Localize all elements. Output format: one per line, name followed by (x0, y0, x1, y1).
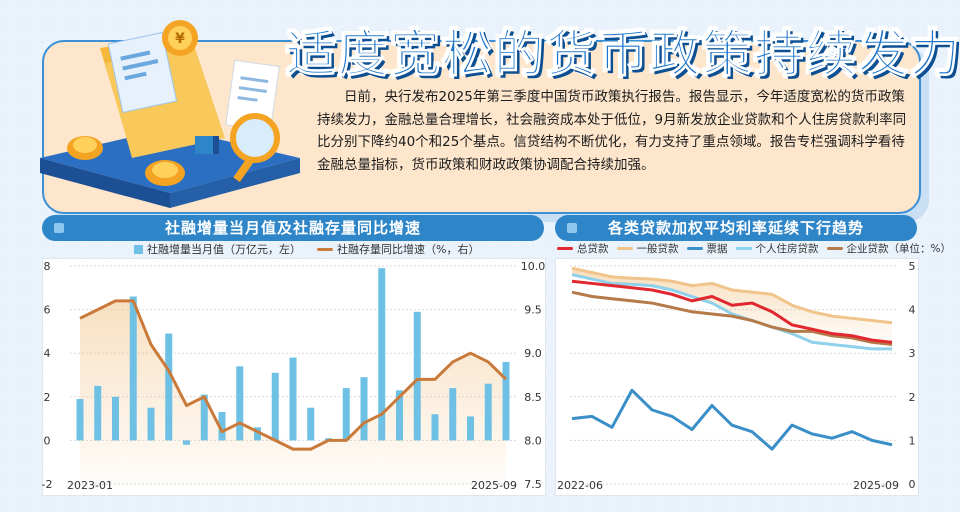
series-line (571, 279, 893, 344)
legend-label: 社融增量当月值（万亿元，左） (147, 243, 301, 256)
right-chart-legend: 总贷款 一般贷款 票据 个人住房贷款 企业贷款（单位：%） (557, 241, 951, 256)
bar (147, 407, 155, 441)
bar (236, 366, 244, 441)
y-right-tick-label: 9.5 (524, 304, 542, 317)
y-right-tick-label: 7.5 (524, 478, 542, 491)
y-right-tick-label: 8.5 (524, 391, 542, 404)
bar (254, 427, 261, 441)
y-right-tick-label: 10.0 (521, 260, 546, 273)
series-line (79, 299, 508, 451)
right-chart-title: 各类贷款加权平均利率延续下行趋势 (555, 215, 917, 241)
bar (94, 385, 102, 441)
y-left-tick-label: 6 (44, 304, 51, 317)
x-start-label: 2023-01 (67, 479, 113, 492)
svg-text:¥: ¥ (175, 31, 185, 47)
coin-icon: ¥ (67, 20, 198, 186)
bar (200, 394, 208, 441)
y-tick-label: 0 (909, 478, 916, 491)
line-swatch (735, 247, 752, 250)
y-right-tick-label: 8.0 (524, 434, 542, 447)
line-swatch (317, 247, 333, 251)
legend-label: 总贷款 (577, 243, 609, 255)
legend-label: 企业贷款（单位：%） (846, 243, 951, 255)
y-right-tick-label: 9.0 (524, 347, 542, 360)
y-left-tick-label: -2 (42, 478, 53, 491)
page-title: 适度宽松的货币政策持续发力 (286, 25, 960, 84)
y-left-tick-label: 2 (44, 391, 51, 404)
line-swatch (826, 247, 843, 250)
bar (342, 388, 350, 441)
series-line (571, 266, 893, 325)
x-end-label: 2025-09 (471, 479, 517, 492)
legend-item-general: 一般贷款 (616, 241, 679, 256)
bar (378, 268, 386, 441)
line-swatch (686, 247, 703, 250)
legend-label: 一般贷款 (636, 243, 679, 255)
hero-illustration: ¥ (40, 20, 300, 208)
left-chart-legend: 社融增量当月值（万亿元，左） 社融存量同比增速（%，右） (134, 241, 479, 257)
bar (467, 416, 474, 441)
bar (502, 361, 510, 441)
series-line (571, 273, 892, 351)
intro-paragraph: 日前，央行发布2025年第三季度中国货币政策执行报告。报告显示，今年适度宽松的货… (317, 89, 907, 173)
legend-item-bills: 票据 (686, 241, 728, 256)
legend-item-line: 社融存量同比增速（%，右） (317, 241, 479, 257)
bar (449, 388, 457, 441)
bar (165, 333, 173, 441)
receipt-icon (225, 59, 280, 132)
document-icon (107, 31, 178, 114)
left-chart-title: 社融增量当月值及社融存量同比增速 (42, 215, 544, 241)
bar (129, 296, 137, 441)
legend-label: 社融存量同比增速（%，右） (337, 243, 480, 256)
legend-item-total: 总贷款 (557, 241, 609, 256)
y-left-tick-label: 4 (44, 347, 51, 360)
x-start-label: 2022-06 (557, 479, 603, 492)
bar (218, 412, 226, 441)
bar (396, 390, 403, 441)
y-tick-label: 1 (909, 434, 916, 447)
bar (112, 396, 119, 441)
line-swatch (557, 247, 573, 250)
x-end-label: 2025-09 (853, 479, 899, 492)
magnifier-icon (230, 113, 280, 182)
bar-swatch (134, 244, 143, 254)
legend-label: 个人住房贷款 (755, 243, 819, 255)
bar (289, 357, 297, 441)
y-left-tick-label: 8 (44, 260, 51, 273)
y-tick-label: 5 (909, 260, 916, 273)
line-swatch (616, 247, 633, 250)
y-tick-label: 4 (909, 304, 916, 317)
legend-label: 票据 (706, 243, 728, 255)
bar (76, 398, 84, 441)
bar (271, 372, 279, 441)
bar (183, 440, 190, 445)
legend-item-corporate: 企业贷款（单位：%） (826, 241, 951, 256)
series-line (571, 290, 893, 346)
series-line (571, 388, 893, 451)
bar (307, 407, 315, 441)
y-left-tick-label: 0 (44, 434, 51, 447)
bar (431, 414, 439, 441)
bar (413, 311, 421, 441)
bar (360, 377, 368, 441)
legend-item-bars: 社融增量当月值（万亿元，左） (134, 241, 301, 257)
legend-item-mortgage: 个人住房贷款 (735, 241, 819, 256)
y-tick-label: 2 (909, 391, 916, 404)
bar (484, 383, 492, 441)
chart-icon (195, 136, 219, 154)
y-tick-label: 3 (909, 347, 916, 360)
